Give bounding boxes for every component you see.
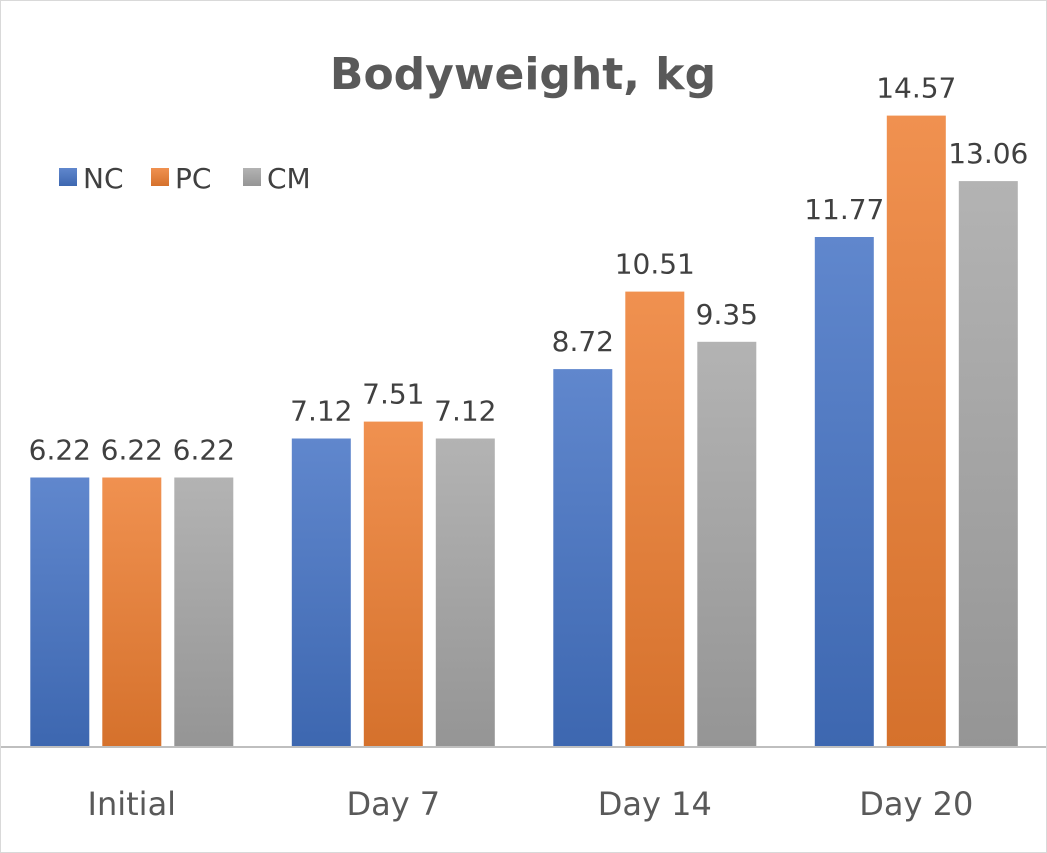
bar-nc-day-20 (814, 237, 874, 747)
bar-cm-day-14 (697, 341, 757, 747)
x-tick-day-14: Day 14 (598, 785, 712, 823)
data-label-cm-day-7: 7.12 (434, 395, 496, 428)
data-label-cm-day-14: 9.35 (696, 298, 758, 331)
x-tick-initial: Initial (88, 785, 177, 823)
legend-swatch-cm (243, 168, 261, 186)
data-labels-group: 6.22 6.22 6.22 7.12 7.51 7.12 8.72 10.519.35 11.… (29, 72, 1029, 467)
legend-swatch-pc (151, 168, 169, 186)
bar-pc-day-14 (625, 291, 685, 747)
bar-pc-day-7 (363, 421, 423, 747)
x-tick-day-7: Day 7 (346, 785, 440, 823)
bar-nc-day-14 (553, 369, 613, 747)
legend: NC PC CM (59, 162, 311, 195)
chart-title: Bodyweight, kg (330, 49, 716, 100)
legend-label-pc: PC (175, 162, 211, 195)
data-label-nc-initial: 6.22 (29, 434, 91, 467)
legend-label-nc: NC (83, 162, 124, 195)
bar-nc-initial (30, 477, 90, 747)
bars-group (30, 115, 1018, 748)
data-label-nc-day-7: 7.12 (290, 395, 352, 428)
x-axis-ticks: Initial Day 7 Day 14 Day 20 (88, 785, 974, 823)
data-label-cm-day-20: 13.06 (948, 137, 1028, 170)
legend-swatch-nc (59, 168, 77, 186)
bar-pc-day-20 (886, 115, 946, 748)
bar-cm-day-20 (958, 181, 1018, 748)
data-label-pc-day-14: 10.51 (615, 248, 695, 281)
legend-label-cm: CM (267, 162, 311, 195)
data-label-cm-initial: 6.22 (173, 434, 235, 467)
data-label-pc-initial: 6.22 (101, 434, 163, 467)
data-label-nc-day-20: 11.77 (804, 193, 884, 226)
data-label-pc-day-20: 14.57 (876, 72, 956, 105)
bar-cm-initial (174, 477, 234, 747)
data-label-pc-day-7: 7.51 (362, 378, 424, 411)
bar-cm-day-7 (435, 438, 495, 747)
bar-nc-day-7 (291, 438, 351, 747)
x-tick-day-20: Day 20 (859, 785, 973, 823)
data-label-nc-day-14: 8.72 (552, 325, 614, 358)
bar-pc-initial (102, 477, 162, 747)
